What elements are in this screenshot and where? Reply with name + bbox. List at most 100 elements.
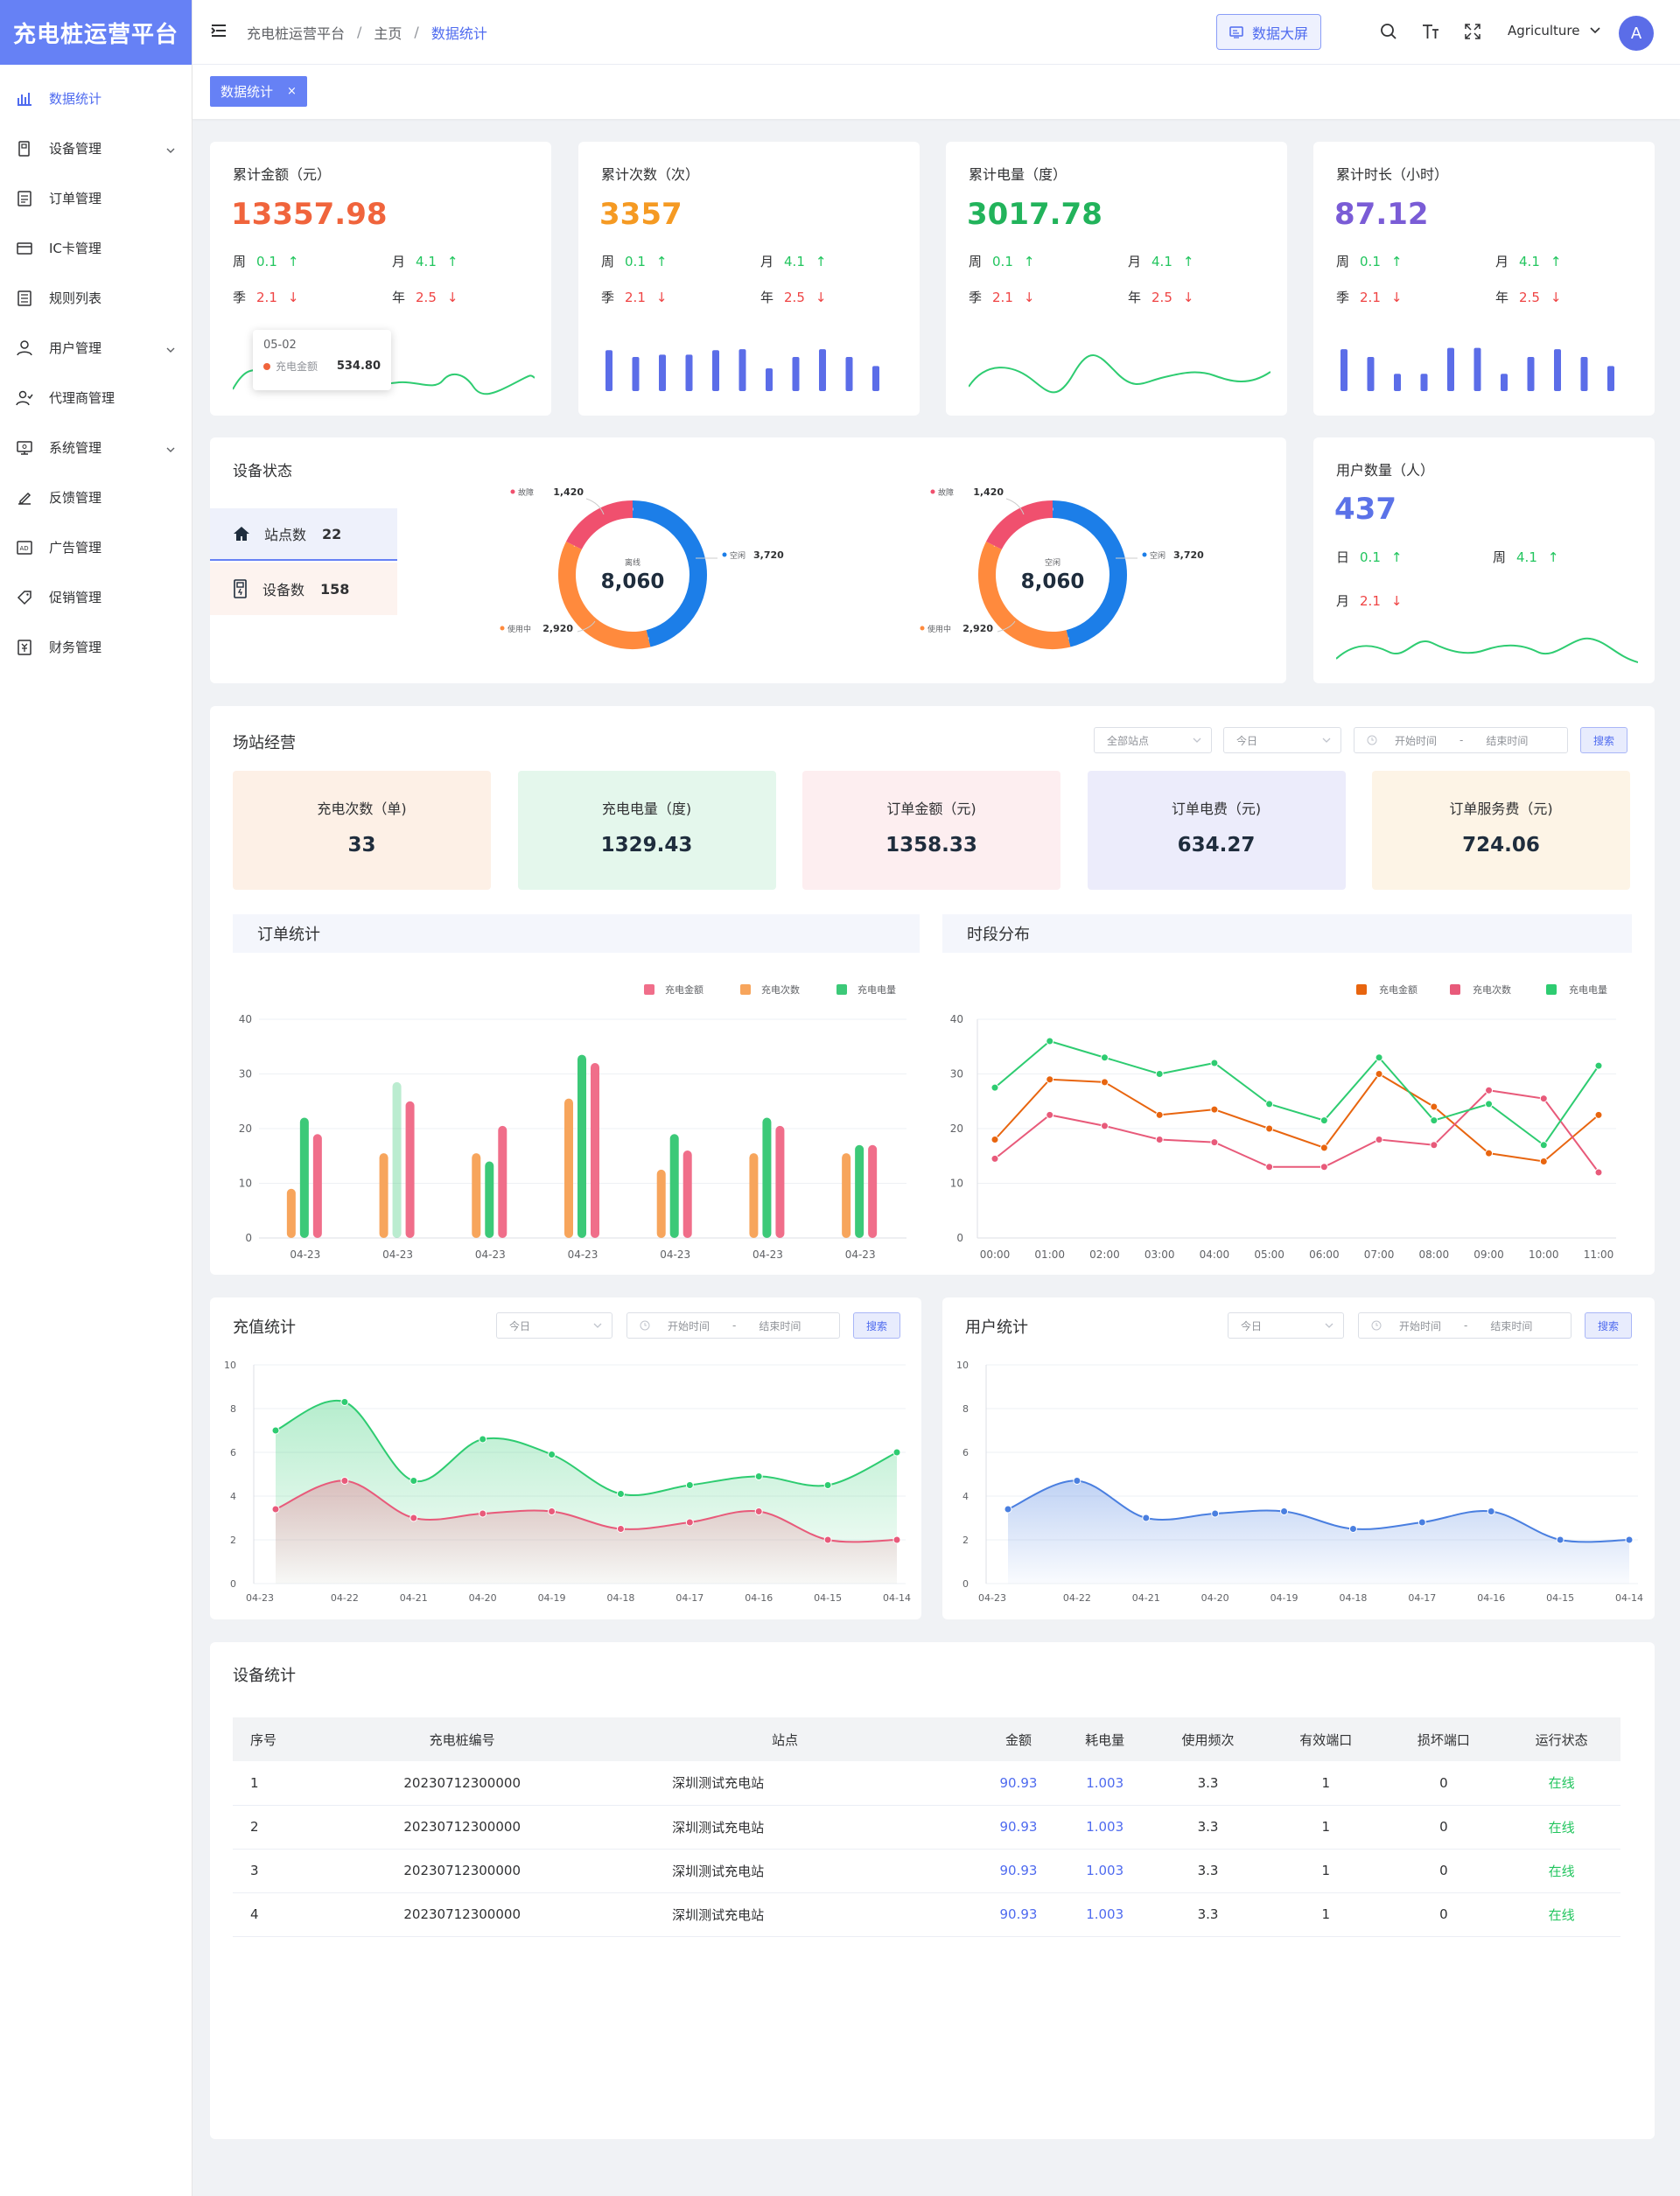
data-point[interactable] <box>892 1448 901 1457</box>
bar[interactable] <box>405 1101 415 1238</box>
data-point[interactable] <box>1539 1095 1548 1103</box>
bigscreen-button[interactable]: 数据大屏 <box>1216 14 1321 50</box>
bar[interactable] <box>656 1169 666 1238</box>
data-point[interactable] <box>1556 1535 1564 1544</box>
data-point[interactable] <box>1142 1514 1151 1522</box>
data-point[interactable] <box>1485 1100 1494 1108</box>
user-dropdown[interactable]: Agriculture <box>1508 23 1601 38</box>
data-point[interactable] <box>1155 1110 1164 1119</box>
data-point[interactable] <box>340 1398 349 1406</box>
table-cell[interactable]: 90.93 <box>976 1761 1061 1806</box>
sidebar-item-7[interactable]: 系统管理 <box>0 423 192 472</box>
sidebar-item-4[interactable]: 规则列表 <box>0 273 192 323</box>
data-point[interactable] <box>1320 1143 1328 1152</box>
data-point[interactable] <box>1210 1138 1219 1147</box>
bar[interactable] <box>842 1153 851 1238</box>
bar[interactable] <box>379 1153 388 1238</box>
data-point[interactable] <box>1073 1477 1082 1485</box>
data-point[interactable] <box>616 1490 625 1498</box>
search-icon[interactable] <box>1378 21 1399 42</box>
data-point[interactable] <box>1210 1059 1219 1067</box>
bar[interactable] <box>564 1098 573 1238</box>
bar[interactable] <box>312 1134 322 1238</box>
bar[interactable] <box>855 1144 864 1238</box>
sidebar-item-5[interactable]: 用户管理 <box>0 323 192 373</box>
donut-segment-空闲[interactable] <box>632 500 707 647</box>
bar[interactable] <box>775 1125 785 1238</box>
table-row[interactable]: 2 20230712300000 深圳测试充电站 90.93 1.003 3.3 1 0 在线 <box>233 1805 1620 1850</box>
data-point[interactable] <box>823 1481 832 1489</box>
font-size-icon[interactable] <box>1420 21 1441 42</box>
data-point[interactable] <box>340 1477 349 1485</box>
data-point[interactable] <box>1211 1509 1220 1518</box>
data-point[interactable] <box>1046 1110 1054 1119</box>
donut-segment-空闲[interactable] <box>1052 500 1127 647</box>
data-point[interactable] <box>1100 1122 1109 1130</box>
range-select[interactable]: 今日 <box>1223 727 1341 753</box>
recharge-date-picker[interactable]: 开始时间 - 结束时间 <box>626 1312 840 1339</box>
data-point[interactable] <box>1100 1078 1109 1087</box>
sidebar-item-9[interactable]: AD 广告管理 <box>0 522 192 572</box>
user-search-button[interactable]: 搜索 <box>1585 1312 1632 1339</box>
table-row[interactable]: 1 20230712300000 深圳测试充电站 90.93 1.003 3.3 1 0 在线 <box>233 1761 1620 1806</box>
data-point[interactable] <box>1485 1149 1494 1157</box>
sidebar-item-11[interactable]: 财务管理 <box>0 622 192 672</box>
data-point[interactable] <box>685 1481 694 1489</box>
table-row[interactable]: 3 20230712300000 深圳测试充电站 90.93 1.003 3.3 1 0 在线 <box>233 1849 1620 1893</box>
data-point[interactable] <box>1265 1124 1274 1133</box>
bar[interactable] <box>286 1188 296 1238</box>
sidebar-item-2[interactable]: 订单管理 <box>0 173 192 223</box>
bar[interactable] <box>472 1153 481 1238</box>
donut-segment-故障[interactable] <box>565 500 634 550</box>
data-point[interactable] <box>685 1518 694 1527</box>
breadcrumb-item-platform[interactable]: 充电桩运营平台 <box>247 24 346 42</box>
data-point[interactable] <box>1046 1037 1054 1046</box>
data-point[interactable] <box>1418 1518 1426 1527</box>
search-button[interactable]: 搜索 <box>1580 727 1628 753</box>
data-point[interactable] <box>1375 1053 1383 1062</box>
table-cell[interactable]: 90.93 <box>976 1805 1061 1850</box>
breadcrumb-item-home[interactable]: 主页 <box>374 24 402 42</box>
data-point[interactable] <box>1265 1163 1274 1171</box>
donut-segment-使用中[interactable] <box>978 541 1071 649</box>
data-point[interactable] <box>1004 1505 1012 1514</box>
bar[interactable] <box>682 1150 692 1238</box>
data-point[interactable] <box>1320 1116 1328 1125</box>
data-point[interactable] <box>1539 1141 1548 1150</box>
data-point[interactable] <box>1210 1105 1219 1114</box>
table-cell[interactable]: 1.003 <box>1060 1849 1150 1893</box>
data-point[interactable] <box>271 1426 280 1435</box>
data-point[interactable] <box>1280 1507 1289 1515</box>
sidebar-item-1[interactable]: 设备管理 <box>0 123 192 173</box>
bar[interactable] <box>591 1063 599 1238</box>
table-cell[interactable]: 90.93 <box>976 1892 1061 1937</box>
devices-count[interactable]: 设备数 158 <box>210 563 397 615</box>
data-point[interactable] <box>1046 1075 1054 1084</box>
data-point[interactable] <box>271 1505 280 1514</box>
data-point[interactable] <box>479 1509 487 1518</box>
data-point[interactable] <box>1539 1157 1548 1165</box>
data-point[interactable] <box>1594 1110 1603 1119</box>
fullscreen-icon[interactable] <box>1462 21 1483 42</box>
data-point[interactable] <box>1375 1136 1383 1143</box>
data-point[interactable] <box>1485 1086 1494 1095</box>
data-point[interactable] <box>1155 1136 1164 1143</box>
avatar[interactable]: A <box>1619 16 1654 51</box>
table-cell[interactable]: 1.003 <box>1060 1805 1150 1850</box>
data-point[interactable] <box>754 1507 763 1515</box>
data-point[interactable] <box>1320 1163 1328 1171</box>
data-point[interactable] <box>410 1514 418 1522</box>
data-point[interactable] <box>548 1451 556 1458</box>
bar[interactable] <box>299 1117 309 1239</box>
table-cell[interactable]: 1.003 <box>1060 1761 1150 1806</box>
data-point[interactable] <box>990 1154 999 1163</box>
recharge-search-button[interactable]: 搜索 <box>853 1312 900 1339</box>
table-cell[interactable]: 1.003 <box>1060 1892 1150 1937</box>
data-point[interactable] <box>1594 1168 1603 1177</box>
data-point[interactable] <box>1430 1141 1438 1150</box>
table-row[interactable]: 4 20230712300000 深圳测试充电站 90.93 1.003 3.3 1 0 在线 <box>233 1892 1620 1937</box>
table-cell[interactable]: 90.93 <box>976 1849 1061 1893</box>
recharge-range-select[interactable]: 今日 <box>496 1312 612 1339</box>
sidebar-item-3[interactable]: IC卡管理 <box>0 223 192 273</box>
sidebar-item-8[interactable]: 反馈管理 <box>0 472 192 522</box>
